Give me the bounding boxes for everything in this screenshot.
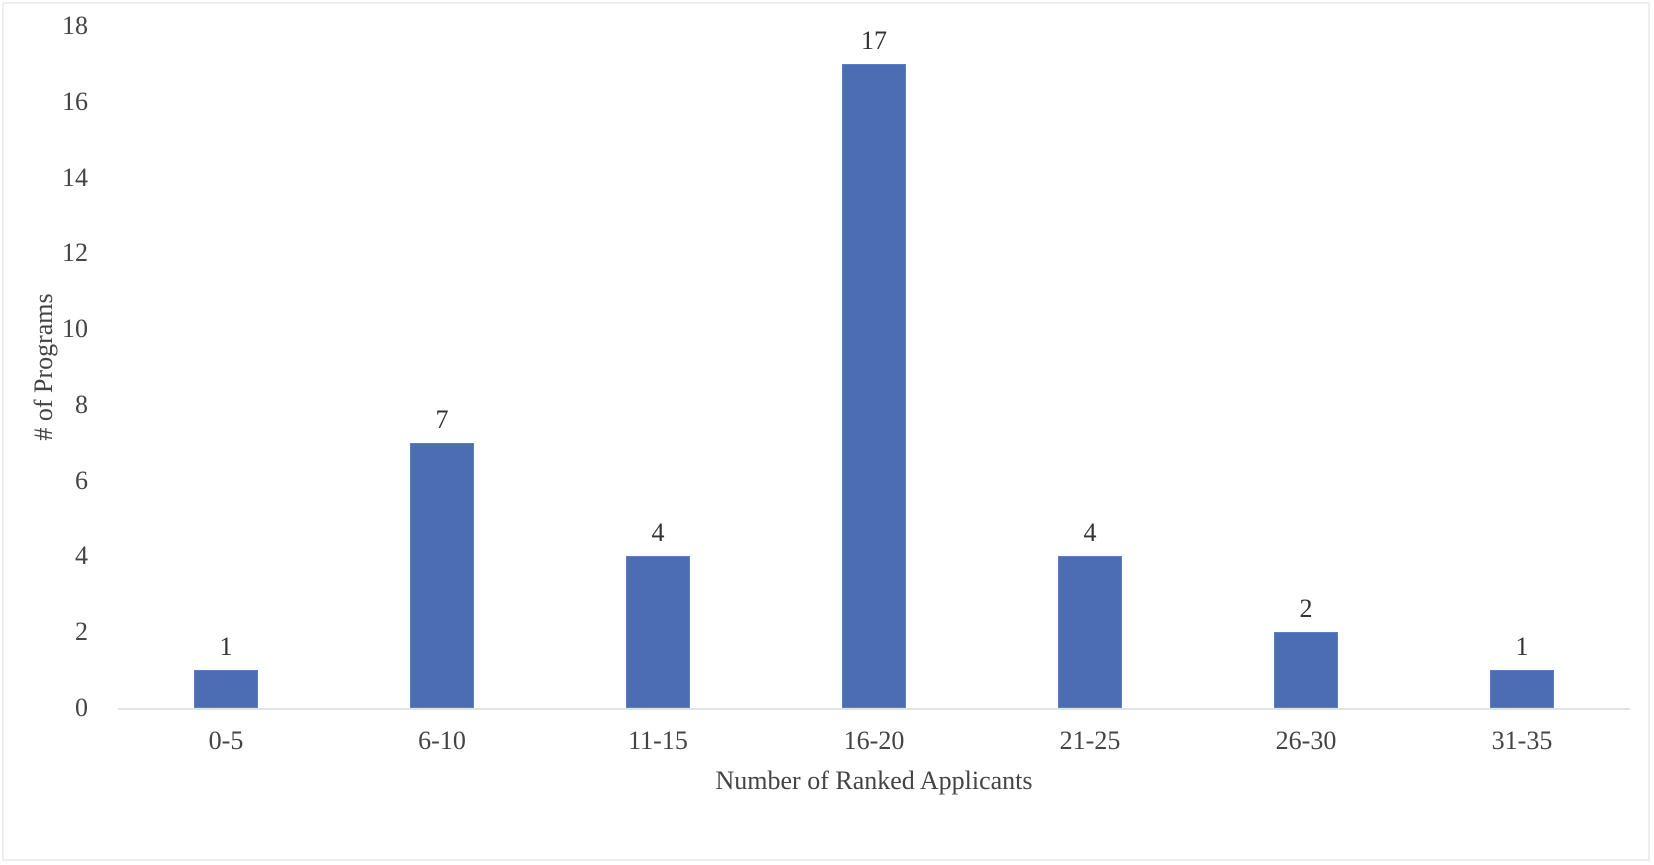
bar — [626, 556, 690, 708]
x-tick-label: 26-30 — [1275, 726, 1337, 755]
bar — [194, 670, 258, 708]
bar — [842, 63, 906, 708]
y-tick-label: 2 — [75, 617, 88, 647]
x-axis-title: Number of Ranked Applicants — [715, 766, 1033, 795]
data-label: 17 — [861, 25, 887, 55]
data-label: 4 — [651, 518, 665, 548]
x-tick-label: 31-35 — [1491, 726, 1553, 755]
y-tick-label: 4 — [75, 541, 88, 571]
y-tick-label: 6 — [75, 465, 88, 495]
data-label: 2 — [1299, 594, 1313, 624]
y-axis-title: # of Programs — [29, 293, 58, 441]
bar — [410, 442, 474, 708]
y-tick-label: 18 — [62, 11, 88, 40]
x-axis-line — [118, 708, 1630, 710]
data-label: 7 — [435, 404, 449, 434]
bar — [1490, 670, 1554, 708]
x-tick-label: 16-20 — [843, 726, 905, 755]
data-label: 4 — [1083, 518, 1097, 548]
data-label: 1 — [1515, 632, 1529, 662]
data-label: 1 — [219, 632, 233, 662]
x-tick-label: 21-25 — [1059, 726, 1121, 755]
x-tick-label: 11-15 — [628, 726, 688, 755]
y-tick-label: 14 — [62, 162, 88, 192]
y-tick-label: 12 — [62, 238, 88, 268]
bar — [1058, 556, 1122, 708]
bar — [1274, 632, 1338, 708]
y-tick-label: 8 — [75, 389, 88, 419]
y-tick-label: 0 — [75, 693, 88, 722]
y-tick-label: 10 — [62, 314, 88, 344]
x-tick-label: 6-10 — [418, 726, 466, 755]
y-tick-label: 16 — [62, 86, 88, 116]
x-tick-label: 0-5 — [208, 726, 244, 755]
